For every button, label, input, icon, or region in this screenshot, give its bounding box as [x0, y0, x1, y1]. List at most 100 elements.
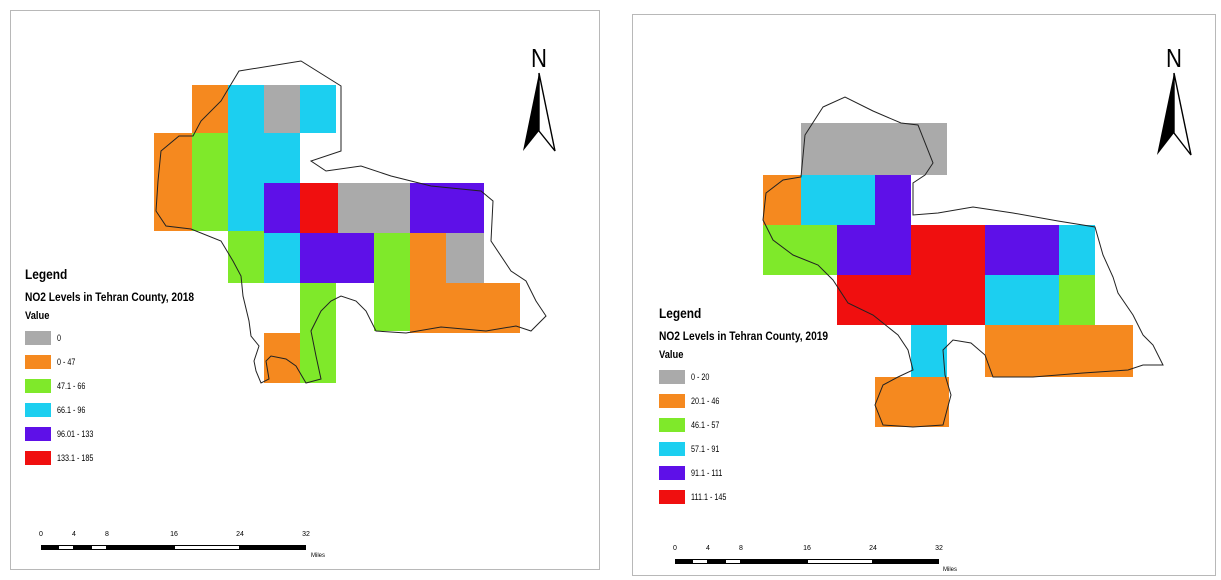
legend-item-label: 133.1 - 185 [57, 453, 94, 463]
cell-class-3 [801, 175, 875, 225]
scale-bar-2019: 0 4 8 16 24 32 Miles [673, 545, 975, 575]
legend-2019: Legend NO2 Levels in Tehran County, 2019… [659, 305, 858, 509]
north-arrow: N [1151, 45, 1197, 162]
legend-item-label: 46.1 - 57 [691, 420, 720, 430]
cell-class-5 [911, 225, 985, 275]
legend-swatch [659, 394, 685, 408]
cell-class-4 [837, 225, 911, 275]
legend-item: 0 - 47 [25, 350, 224, 374]
cell-class-0 [446, 233, 484, 283]
legend-item: 57.1 - 91 [659, 437, 858, 461]
legend-item-label: 0 [57, 333, 62, 343]
cell-class-1 [410, 233, 446, 283]
legend-subtitle: NO2 Levels in Tehran County, 2019 [659, 329, 829, 343]
cell-class-1 [410, 283, 520, 333]
legend-2018: Legend NO2 Levels in Tehran County, 2018… [25, 266, 224, 470]
legend-item: 96.01 - 133 [25, 422, 224, 446]
legend-item: 66.1 - 96 [25, 398, 224, 422]
county-boundary [155, 60, 547, 384]
raster-cells [763, 123, 1133, 427]
legend-item-label: 47.1 - 66 [57, 381, 86, 391]
legend-title: Legend [25, 266, 68, 282]
scale-tick-label: 4 [72, 531, 76, 538]
cell-class-1 [154, 133, 192, 231]
cell-class-2 [300, 283, 336, 383]
cell-class-2 [228, 231, 264, 283]
legend-title: Legend [659, 305, 702, 321]
legend-item-label: 66.1 - 96 [57, 405, 86, 415]
cell-class-4 [985, 225, 1059, 275]
legend-item: 47.1 - 66 [25, 374, 224, 398]
legend-item-label: 57.1 - 91 [691, 444, 720, 454]
legend-swatch [659, 466, 685, 480]
cell-class-0 [264, 85, 300, 133]
cell-class-2 [374, 233, 410, 331]
map-panel-2018: N Legend NO2 Levels in Tehran County, 20… [10, 10, 600, 570]
legend-swatch [25, 331, 51, 345]
legend-swatch [659, 370, 685, 384]
legend-item-label: 111.1 - 145 [691, 492, 727, 502]
cell-class-2 [1059, 275, 1095, 325]
legend-item: 20.1 - 46 [659, 389, 858, 413]
legend-item: 91.1 - 111 [659, 461, 858, 485]
legend-item-label: 20.1 - 46 [691, 396, 720, 406]
scale-tick-label: 8 [105, 531, 109, 538]
cell-class-1 [875, 377, 949, 427]
legend-item: 0 [25, 326, 224, 350]
cell-class-4 [875, 175, 911, 225]
legend-swatch [25, 427, 51, 441]
scale-tick-label: 8 [739, 545, 743, 552]
cell-class-1 [192, 85, 228, 133]
scale-bar-2018: 0 4 8 16 24 32 Miles [39, 531, 341, 569]
scale-tick-label: 32 [302, 531, 310, 538]
cell-class-0 [338, 183, 410, 233]
county-boundary [762, 96, 1164, 428]
cell-class-3 [228, 133, 300, 183]
scale-tick-label: 0 [39, 531, 43, 538]
cell-class-5 [837, 275, 985, 325]
choropleth-map-2018 [154, 60, 547, 384]
cell-class-3 [300, 85, 336, 133]
cell-class-2 [192, 133, 228, 231]
scale-tick-label: 24 [869, 545, 877, 552]
legend-swatch [25, 403, 51, 417]
legend-item: 0 - 20 [659, 365, 858, 389]
north-label: N [1166, 43, 1182, 73]
legend-item-label: 0 - 47 [57, 357, 76, 367]
cell-class-3 [911, 325, 947, 377]
legend-subtitle: NO2 Levels in Tehran County, 2018 [25, 290, 195, 304]
legend-item-label: 0 - 20 [691, 372, 710, 382]
cell-class-3 [985, 275, 1059, 325]
legend-swatch [25, 355, 51, 369]
scale-tick-label: 16 [170, 531, 178, 538]
scale-tick-label: 24 [236, 531, 244, 538]
legend-item: 133.1 - 185 [25, 446, 224, 470]
cell-class-3 [228, 85, 264, 133]
choropleth-map-2019 [762, 96, 1164, 428]
north-arrow-icon [523, 72, 556, 152]
scale-units: Miles [943, 567, 958, 573]
legend-value-label: Value [25, 310, 50, 322]
cell-class-4 [264, 183, 300, 233]
cell-class-0 [801, 123, 947, 175]
legend-item: 46.1 - 57 [659, 413, 858, 437]
legend-swatch [659, 418, 685, 432]
scale-tick-label: 4 [706, 545, 710, 552]
scale-tick-label: 32 [935, 545, 943, 552]
cell-class-3 [228, 183, 264, 231]
map-panel-2019: N Legend NO2 Levels in Tehran County, 20… [632, 14, 1216, 576]
legend-swatch [659, 442, 685, 456]
north-arrow: N [517, 45, 561, 158]
cell-class-3 [264, 233, 300, 283]
legend-item: 111.1 - 145 [659, 485, 858, 509]
cell-class-1 [763, 175, 801, 225]
cell-class-4 [410, 183, 484, 233]
north-arrow-icon [1157, 72, 1192, 156]
raster-cells [154, 85, 520, 383]
legend-item-label: 91.1 - 111 [691, 468, 723, 478]
cell-class-2 [763, 225, 837, 275]
scale-tick-label: 16 [803, 545, 811, 552]
cell-class-3 [1059, 225, 1095, 275]
cell-class-5 [300, 183, 338, 233]
legend-item-label: 96.01 - 133 [57, 429, 94, 439]
